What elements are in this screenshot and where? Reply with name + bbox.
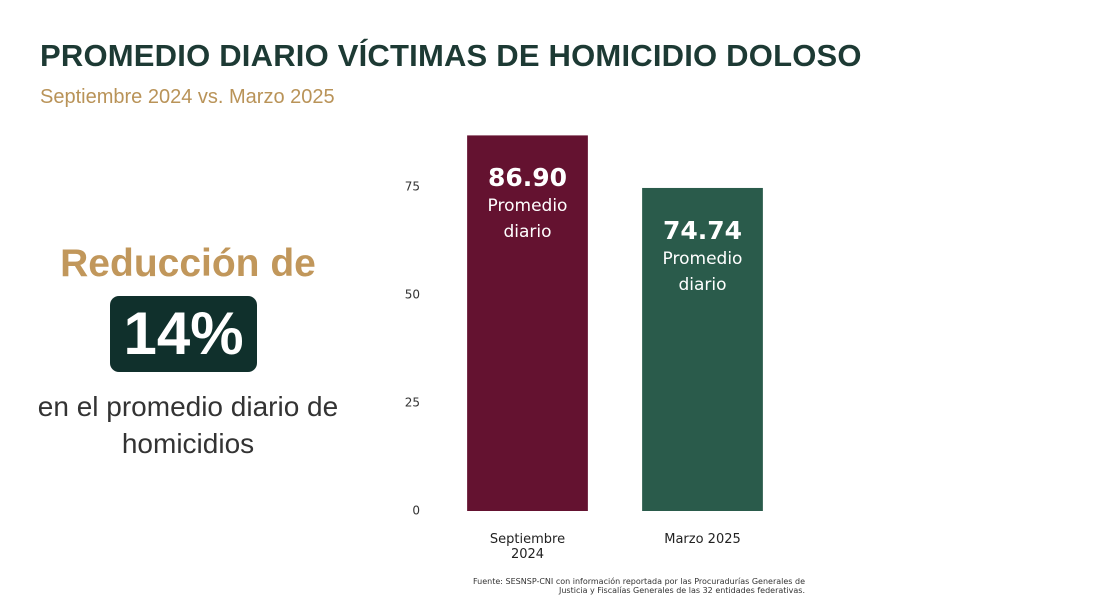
value-label: 74.74 xyxy=(662,215,743,245)
y-tick-label: 25 xyxy=(405,395,420,409)
bar-note: Promedio diario xyxy=(662,248,743,295)
y-tick-label: 50 xyxy=(405,287,420,301)
subtitle: Septiembre 2024 vs. Marzo 2025 xyxy=(40,86,335,108)
bar xyxy=(642,187,763,512)
x-tick-label: Marzo 2025 xyxy=(664,532,741,547)
bar-label: 74.74 Promedio diario xyxy=(642,216,763,298)
y-tick-label: 0 xyxy=(412,504,420,518)
reduction-highlight: 14% xyxy=(110,296,257,372)
value-label: 86.90 xyxy=(487,163,568,193)
bar-label: 86.90 Promedio diario xyxy=(467,163,588,245)
bar-note: Promedio diario xyxy=(487,196,568,243)
bar xyxy=(467,135,588,511)
y-tick-label: 75 xyxy=(405,179,420,193)
reduction-lead: Reducción de xyxy=(60,242,316,285)
source-note: Fuente: SESNSP-CNI con información repor… xyxy=(473,577,805,595)
title: PROMEDIO DIARIO VÍCTIMAS DE HOMICIDIO DO… xyxy=(40,38,862,73)
reduction-description: en el promedio diario de homicidios xyxy=(37,391,339,459)
x-tick-label: Septiembre 2024 xyxy=(489,532,566,562)
